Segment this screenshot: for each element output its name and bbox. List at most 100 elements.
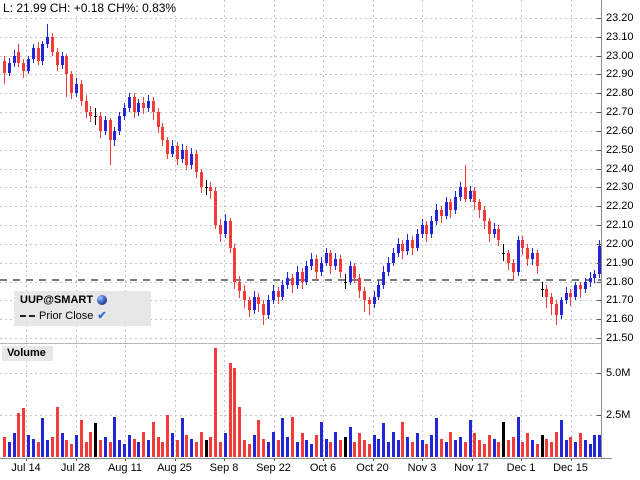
- volume-bar: [175, 440, 179, 457]
- volume-axis-label: 5.0M: [606, 367, 631, 379]
- volume-bar: [142, 431, 146, 457]
- volume-bar: [377, 438, 381, 457]
- candle: [219, 225, 222, 235]
- candle: [127, 97, 131, 109]
- checkmark-icon[interactable]: ✔: [97, 310, 107, 322]
- candle: [291, 277, 294, 286]
- candle: [75, 83, 78, 94]
- volume-bar: [315, 435, 318, 457]
- candle: [137, 102, 141, 113]
- candle: [51, 36, 54, 52]
- price-tick: [597, 93, 602, 95]
- date-axis-label: Sep 8: [209, 462, 239, 474]
- volume-gridline: [0, 415, 601, 416]
- date-axis-label: Dec 15: [553, 462, 588, 474]
- volume-bar: [492, 438, 496, 457]
- volume-bar: [372, 435, 376, 457]
- volume-bar: [439, 438, 443, 457]
- panel-separator: [0, 343, 601, 344]
- volume-bar: [305, 440, 309, 457]
- candle: [363, 290, 366, 301]
- volume-bar: [271, 431, 275, 457]
- candle: [387, 262, 390, 273]
- candle: [300, 272, 304, 282]
- volume-bar: [531, 440, 534, 457]
- candle: [228, 221, 232, 248]
- volume-bar: [382, 423, 386, 457]
- candle: [377, 285, 381, 297]
- candle: [569, 292, 573, 297]
- candle-wick: [551, 292, 553, 316]
- volume-bar: [295, 441, 299, 457]
- candle: [190, 153, 194, 165]
- price-tick: [597, 225, 602, 227]
- candle: [511, 262, 515, 273]
- price-gridline: [0, 338, 601, 339]
- volume-bar: [233, 367, 237, 457]
- candle: [142, 102, 146, 109]
- volume-bar: [3, 436, 6, 457]
- candle: [588, 277, 592, 282]
- candle: [94, 115, 98, 117]
- price-tick: [597, 281, 602, 283]
- legend-box[interactable]: UUP@SMART Prior Close ✔: [14, 291, 151, 326]
- volume-bar: [367, 443, 371, 457]
- volume-label: Volume: [2, 346, 53, 361]
- globe-icon[interactable]: [97, 295, 108, 305]
- price-tick: [597, 130, 602, 132]
- candle: [99, 115, 102, 131]
- volume-bar: [247, 443, 251, 457]
- candle: [46, 36, 50, 45]
- volume-bar: [343, 436, 347, 457]
- candle: [310, 258, 314, 267]
- candle: [151, 100, 155, 113]
- candle: [238, 281, 242, 291]
- volume-bar: [588, 443, 592, 457]
- price-gridline: [0, 74, 601, 76]
- volume-gridline: [0, 373, 601, 374]
- candle: [79, 83, 83, 101]
- price-axis-label: 22.50: [606, 143, 634, 156]
- volume-bar: [65, 440, 69, 457]
- price-tick: [597, 168, 602, 170]
- candle: [60, 55, 64, 66]
- volume-bar: [291, 416, 294, 457]
- price-gridline: [0, 281, 601, 283]
- price-tick: [597, 338, 602, 339]
- candle: [17, 51, 21, 64]
- candle: [27, 59, 30, 71]
- volume-bar: [497, 441, 501, 457]
- date-tick: [471, 458, 473, 461]
- price-axis-label: 22.70: [606, 106, 634, 119]
- volume-tick: [597, 415, 602, 416]
- price-tick: [597, 74, 602, 76]
- volume-bar: [41, 418, 45, 457]
- candle: [84, 100, 88, 113]
- candle: [55, 51, 59, 66]
- quote-bar: L: 21.99 CH: +0.18 CH%: 0.83%: [0, 0, 221, 16]
- price-tick: [597, 187, 602, 189]
- candle: [252, 296, 256, 310]
- candle: [180, 149, 184, 160]
- volume-bar: [123, 443, 126, 457]
- volume-bar: [564, 440, 568, 457]
- date-tick: [422, 458, 423, 461]
- candle-wick: [47, 23, 49, 49]
- candle: [497, 228, 501, 241]
- candle: [65, 55, 69, 75]
- candle: [454, 196, 458, 210]
- candle: [334, 258, 338, 267]
- volume-bar: [555, 431, 558, 457]
- candle: [463, 187, 467, 199]
- candle-wick: [66, 53, 68, 98]
- date-axis-label: Nov 3: [407, 462, 437, 474]
- volume-bar: [267, 441, 270, 457]
- volume-bar: [396, 440, 400, 457]
- candle: [593, 274, 597, 278]
- price-gridline: [0, 206, 601, 208]
- volume-bar: [276, 440, 280, 457]
- price-axis-label: 22.10: [606, 219, 634, 232]
- volume-bar: [46, 440, 50, 457]
- date-gridline: [323, 0, 324, 458]
- date-gridline: [273, 0, 275, 458]
